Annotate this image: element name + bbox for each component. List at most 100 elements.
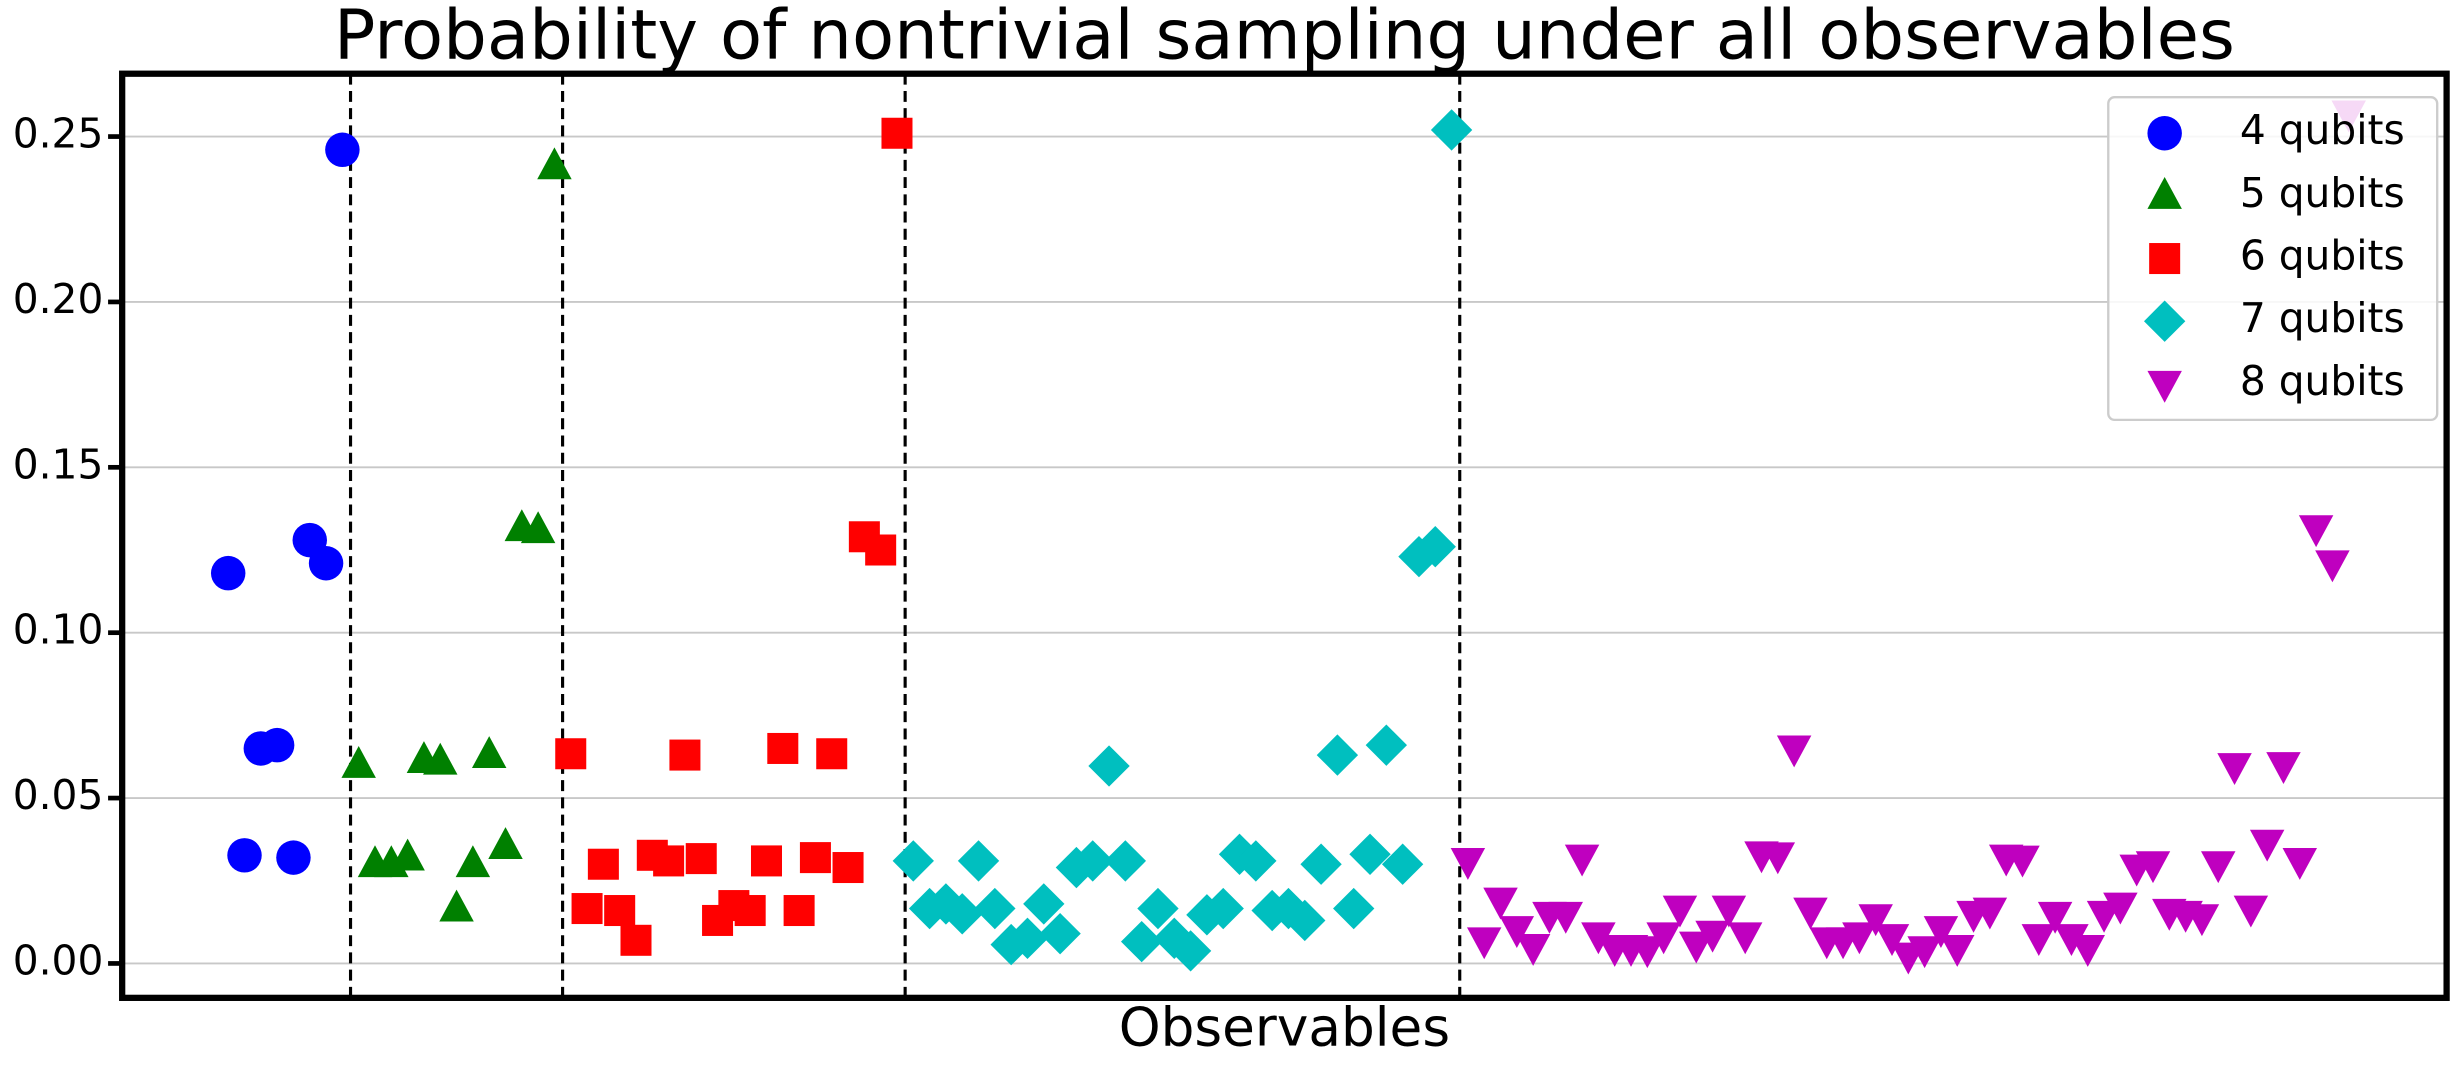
marker [1104,840,1147,882]
marker [1120,920,1163,963]
marker [767,732,799,764]
marker [1072,840,1114,882]
marker [620,924,652,956]
marker [1202,887,1244,930]
marker [783,895,815,927]
marker [341,746,376,778]
marker [520,511,556,544]
marker [423,742,458,775]
marker [1284,899,1326,942]
legend-marker [2147,370,2182,403]
marker [1793,897,1828,930]
marker [925,883,967,925]
marker [2266,752,2301,784]
marker [1842,922,1877,955]
marker [1564,844,1600,877]
marker [669,739,701,771]
marker [2005,845,2040,878]
marker [974,887,1016,930]
marker [259,727,295,763]
marker [227,838,262,873]
marker [941,893,983,935]
marker [1727,922,1763,955]
marker [1235,840,1277,882]
marker [2298,515,2334,548]
marker [1483,887,1518,920]
marker [1006,917,1049,959]
marker [455,845,491,878]
marker [390,838,425,871]
marker [2217,753,2252,785]
marker [1316,734,1359,776]
marker [1972,897,2008,930]
marker [1039,913,1081,955]
marker [2184,904,2220,937]
marker [1499,916,1535,949]
marker [1630,936,1665,969]
marker [1137,887,1179,930]
marker [1169,930,1212,972]
marker [2135,851,2171,884]
marker [276,840,311,875]
marker [1381,843,1424,885]
marker [308,546,344,581]
marker [571,893,603,925]
marker [1907,936,1942,969]
marker [734,895,766,927]
legend-marker [2147,176,2182,209]
marker [1776,735,1812,768]
marker [2021,924,2057,956]
marker [1874,924,1910,956]
marker [1711,895,1747,928]
axes-frame [119,70,2450,1001]
marker [471,736,507,768]
marker [2070,934,2105,967]
marker [1300,843,1342,885]
y-tick-label: 0.10 [13,606,104,654]
marker [439,889,474,922]
marker [685,843,717,875]
marker [555,738,587,770]
y-tick-label: 0.00 [13,936,104,984]
marker [1365,724,1408,766]
marker [990,923,1032,966]
marker [1349,833,1391,875]
marker [1940,934,1975,967]
legend-label: 8 qubits [2240,357,2405,405]
marker [957,840,1000,882]
marker [1858,904,1893,937]
marker [2054,924,2089,956]
marker [1581,922,1616,955]
legend-marker [2149,243,2181,275]
marker [1466,927,1502,960]
marker [2037,901,2073,934]
marker [816,738,848,770]
marker [537,147,572,180]
marker [832,852,864,884]
marker [1548,901,1583,934]
marker [2233,895,2269,928]
marker [1430,109,1473,151]
marker [1450,847,1486,880]
y-tick-label: 0.25 [13,110,104,158]
y-tick-label: 0.20 [13,275,104,323]
marker [1333,887,1375,930]
marker [865,534,897,566]
legend-label: 7 qubits [2240,294,2405,342]
marker [1646,922,1681,955]
chart-title: Probability of nontrivial sampling under… [334,0,2235,75]
marker [653,845,685,877]
legend-box [2107,96,2439,422]
marker [799,842,831,874]
marker [2282,847,2318,880]
legend-marker [2147,116,2182,151]
marker [1695,920,1730,953]
marker [892,840,934,882]
marker [1515,933,1551,966]
marker [587,848,619,880]
marker [1023,883,1065,925]
marker [1760,842,1796,875]
y-tick-label: 0.05 [13,771,104,819]
